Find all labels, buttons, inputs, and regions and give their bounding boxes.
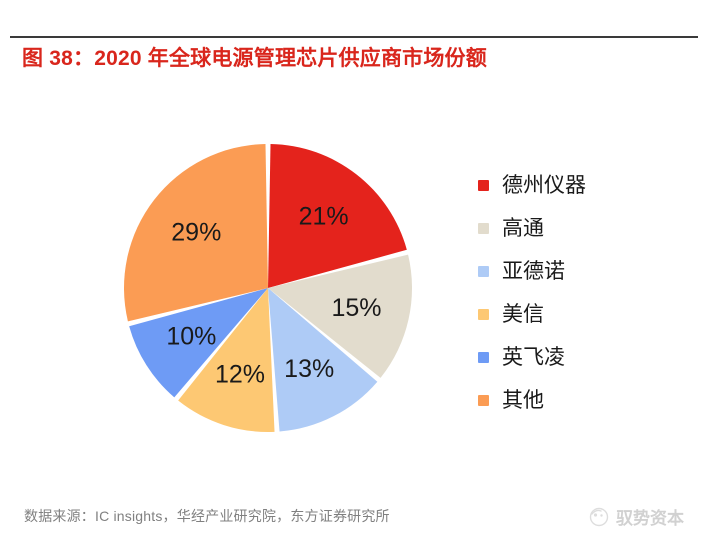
legend-item[interactable]: 其他 [478, 379, 688, 422]
legend-item[interactable]: 美信 [478, 293, 688, 336]
legend-swatch-icon [478, 180, 489, 191]
legend-item[interactable]: 英飞凌 [478, 336, 688, 379]
pie-slice[interactable] [268, 254, 413, 378]
pie-slice-label: 29% [171, 218, 221, 246]
source-note: 数据来源：IC insights，华经产业研究院，东方证券研究所 [24, 508, 390, 524]
figure-top-rule [10, 36, 698, 38]
chart-area: 21% 15% 13% 12% 10% 29% 德州仪器高通亚德诺美信英飞凌其他 [0, 96, 708, 476]
legend-item[interactable]: 亚德诺 [478, 250, 688, 293]
pie-chart: 21% 15% 13% 12% 10% 29% [118, 138, 418, 438]
legend-swatch-icon [478, 266, 489, 277]
pie-slice[interactable] [129, 288, 268, 398]
chart-legend: 德州仪器高通亚德诺美信英飞凌其他 [478, 164, 688, 422]
pie-slice[interactable] [178, 288, 275, 432]
legend-item-label: 美信 [502, 302, 544, 326]
page-title: 图 38：2020 年全球电源管理芯片供应商市场份额 [22, 47, 487, 70]
pie-slice-label: 21% [299, 202, 349, 230]
watermark-text: 驭势资本 [616, 508, 684, 528]
legend-item[interactable]: 高通 [478, 207, 688, 250]
legend-swatch-icon [478, 352, 489, 363]
pie-slice[interactable] [123, 144, 268, 322]
legend-swatch-icon [478, 395, 489, 406]
pie-label-group: 21% 15% 13% 12% 10% 29% [166, 202, 381, 388]
legend-item-label: 其他 [502, 388, 544, 412]
pie-slice-label: 10% [166, 323, 216, 351]
pie-slice-label: 15% [331, 294, 381, 322]
legend-item[interactable]: 德州仪器 [478, 164, 688, 207]
pie-slice[interactable] [268, 144, 407, 288]
pie-slice-group [123, 144, 413, 432]
legend-swatch-icon [478, 223, 489, 234]
pie-slice[interactable] [268, 288, 378, 432]
legend-swatch-icon [478, 309, 489, 320]
legend-item-label: 高通 [502, 216, 544, 240]
pie-slice-label: 12% [215, 360, 265, 388]
watermark: 驭势资本 [586, 503, 684, 529]
pie-slice-label: 13% [284, 355, 334, 383]
legend-item-label: 德州仪器 [502, 173, 586, 197]
pie-chart-svg: 21% 15% 13% 12% 10% 29% [123, 144, 413, 432]
circle-swirl-icon [589, 507, 609, 527]
legend-item-label: 英飞凌 [502, 345, 565, 369]
legend-item-label: 亚德诺 [502, 259, 565, 283]
